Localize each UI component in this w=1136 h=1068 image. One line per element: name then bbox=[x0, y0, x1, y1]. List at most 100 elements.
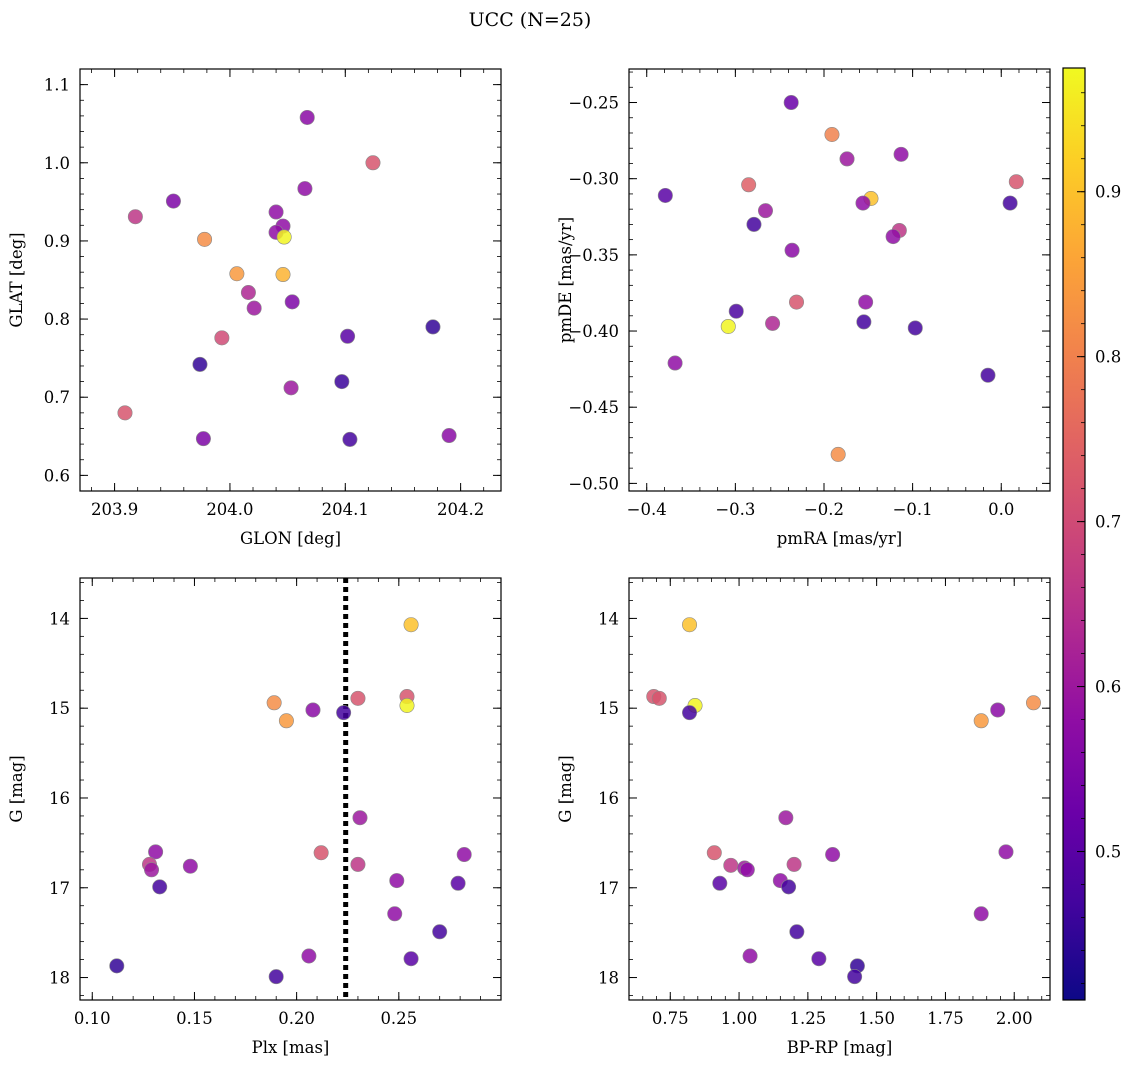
colorbar-gradient bbox=[1062, 67, 1086, 1001]
x-tick-label: 0.20 bbox=[278, 1009, 315, 1028]
scatter-point bbox=[667, 355, 683, 371]
x-tick-label: −0.2 bbox=[804, 500, 844, 519]
scatter-point bbox=[275, 267, 291, 283]
scatter-point bbox=[728, 303, 744, 319]
x-tick-label: 1.50 bbox=[858, 1009, 895, 1028]
scatter-point bbox=[757, 203, 773, 219]
scatter-point bbox=[352, 810, 368, 826]
scatter-point bbox=[1002, 195, 1018, 211]
y-tick-label: 0.9 bbox=[44, 232, 70, 251]
scatter-point bbox=[811, 951, 827, 967]
y-tick-label: 15 bbox=[49, 699, 70, 718]
panel-3: 0.10 0.15 0.20 0.25 14 15 16 17 18 Plx [mas] G [ma… bbox=[7, 577, 502, 1057]
scatter-point bbox=[276, 229, 292, 245]
scatter-point bbox=[399, 697, 415, 713]
y-tick-label: 17 bbox=[598, 879, 619, 898]
x-tick-label: 0.15 bbox=[176, 1009, 213, 1028]
scatter-point bbox=[784, 242, 800, 258]
scatter-point bbox=[742, 948, 758, 964]
y-axis-label: pmDE [mas/yr] bbox=[556, 217, 575, 343]
y-axis-label: G [mag] bbox=[7, 755, 26, 822]
y-tick-label: 0.8 bbox=[44, 310, 70, 329]
axes-frame bbox=[628, 68, 1051, 492]
y-tick-label: 16 bbox=[49, 789, 70, 808]
scatter-point bbox=[973, 906, 989, 922]
scatter-point bbox=[182, 858, 198, 874]
x-tick-label: 1.75 bbox=[927, 1009, 964, 1028]
scatter-point bbox=[824, 127, 840, 143]
y-tick-label: 1.1 bbox=[44, 76, 70, 95]
scatter-point bbox=[299, 109, 315, 125]
minor-ticks bbox=[629, 578, 1050, 1000]
scatter-point bbox=[786, 856, 802, 872]
scatter-point bbox=[165, 193, 181, 209]
scatter-point bbox=[739, 862, 755, 878]
scatter-point bbox=[403, 951, 419, 967]
scatter-point bbox=[214, 330, 230, 346]
axes-frame bbox=[79, 68, 502, 492]
y-tick-label: −0.30 bbox=[568, 170, 619, 189]
scatter-point bbox=[1008, 174, 1024, 190]
scatter-point bbox=[847, 969, 863, 985]
x-tick-label: 203.9 bbox=[91, 500, 138, 519]
y-tick-label: 16 bbox=[598, 789, 619, 808]
scatter-point bbox=[973, 713, 989, 729]
x-tick-label: 204.2 bbox=[437, 500, 484, 519]
scatter-point bbox=[712, 875, 728, 891]
scatter-point bbox=[229, 266, 245, 282]
scatter-point bbox=[403, 617, 419, 633]
scatter-point bbox=[195, 431, 211, 447]
scatter-point bbox=[856, 314, 872, 330]
scatter-point bbox=[342, 431, 358, 447]
y-tick-label: 15 bbox=[598, 699, 619, 718]
scatter-point bbox=[441, 428, 457, 444]
scatter-point bbox=[305, 702, 321, 718]
scatter-point bbox=[1025, 695, 1041, 711]
scatter-point bbox=[283, 380, 299, 396]
x-tick-label: 204.0 bbox=[206, 500, 253, 519]
scatter-point bbox=[651, 690, 667, 706]
y-tick-label: 18 bbox=[598, 969, 619, 988]
scatter-point bbox=[839, 151, 855, 167]
x-tick-label: 1.00 bbox=[721, 1009, 758, 1028]
panel-1: 203.9 204.0 204.1 204.2 0.6 0.7 0.8 0.9 1.0 1.1 GL… bbox=[7, 68, 502, 548]
scatter-point bbox=[334, 374, 350, 390]
y-tick-label: −0.25 bbox=[568, 94, 619, 113]
scatter-point bbox=[825, 847, 841, 863]
scatter-point bbox=[893, 146, 909, 162]
scatter-point bbox=[682, 617, 698, 633]
panel-4: 0.75 1.00 1.25 1.50 1.75 2.00 14 15 16 17 18 BP-RP … bbox=[556, 577, 1051, 1057]
minor-ticks bbox=[80, 68, 501, 492]
scatter-point bbox=[450, 875, 466, 891]
scatter-point bbox=[980, 367, 996, 383]
scatter-point bbox=[340, 328, 356, 344]
scatter-point bbox=[387, 906, 403, 922]
y-tick-label: 14 bbox=[49, 609, 70, 628]
x-tick-label: 1.25 bbox=[789, 1009, 826, 1028]
scatter-point bbox=[266, 695, 282, 711]
scatter-point bbox=[240, 285, 256, 301]
scatter-point bbox=[313, 845, 329, 861]
scatter-point bbox=[152, 879, 168, 895]
scatter-point bbox=[278, 713, 294, 729]
scatter-point bbox=[301, 948, 317, 964]
panels: 203.9 204.0 204.1 204.2 0.6 0.7 0.8 0.9 1.0 1.1 GL… bbox=[7, 68, 1051, 1057]
scatter-point bbox=[907, 320, 923, 336]
y-tick-label: 17 bbox=[49, 879, 70, 898]
colorbar: 0.5 0.6 0.7 0.8 0.9 bbox=[1062, 67, 1121, 1001]
x-tick-label: 2.00 bbox=[996, 1009, 1033, 1028]
scatter-point bbox=[746, 216, 762, 232]
axes-frame bbox=[79, 577, 502, 1001]
x-tick-label: 0.25 bbox=[380, 1009, 417, 1028]
scatter-point bbox=[127, 209, 143, 225]
scatter-point bbox=[297, 181, 313, 197]
scatter-point bbox=[789, 294, 805, 310]
colorbar-tick-label: 0.9 bbox=[1095, 183, 1121, 202]
colorbar-tick-label: 0.7 bbox=[1095, 513, 1121, 532]
scatter-points bbox=[657, 95, 1024, 462]
scatter-point bbox=[192, 356, 208, 372]
scatter-points bbox=[109, 617, 472, 985]
scatter-point bbox=[682, 705, 698, 721]
scatter-points bbox=[117, 109, 457, 447]
